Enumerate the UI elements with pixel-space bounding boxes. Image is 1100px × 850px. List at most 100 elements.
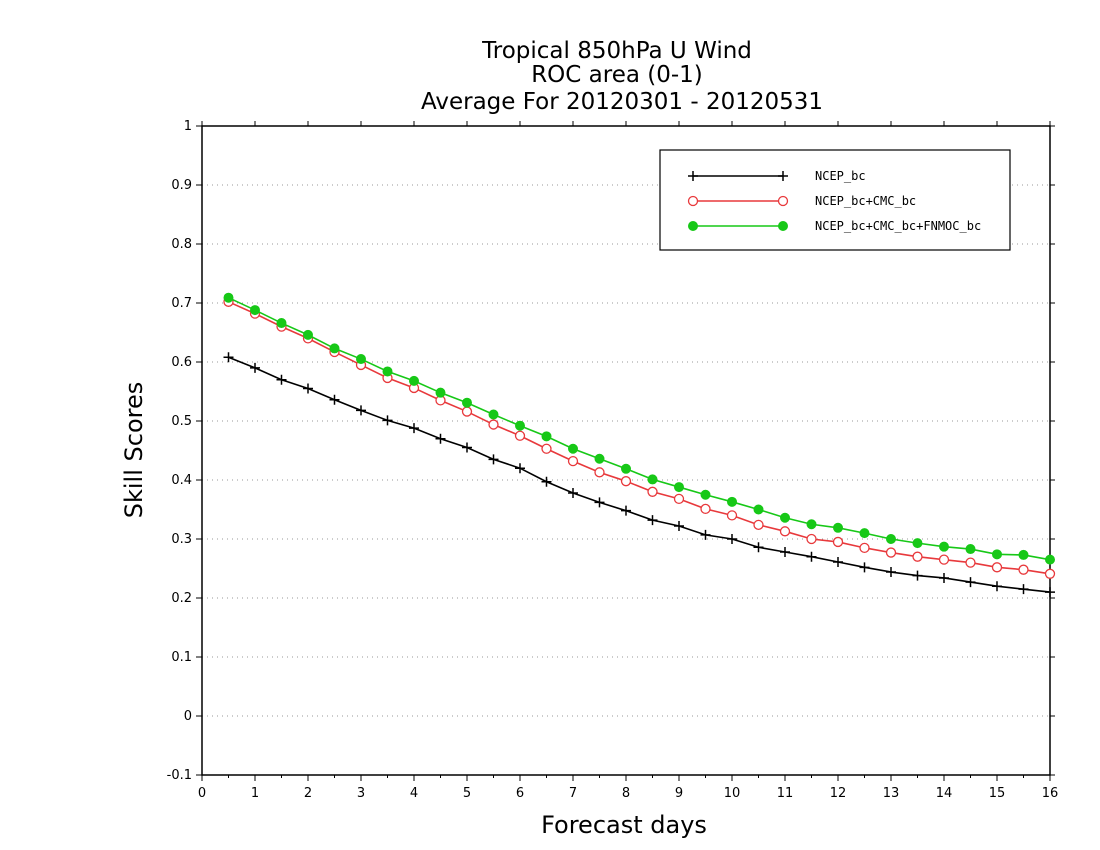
y-tick-label: 0.3: [171, 532, 192, 547]
data-point: [620, 476, 632, 487]
data-point: [726, 510, 738, 521]
data-point: [886, 534, 896, 544]
data-point: [541, 443, 552, 454]
data-point: [541, 476, 552, 487]
data-point: [462, 442, 472, 453]
legend-label: NCEP_bc+CMC_bc+FNMOC_bc: [815, 219, 981, 233]
data-point: [806, 519, 817, 530]
data-point: [1018, 564, 1029, 575]
data-point: [594, 497, 605, 508]
series-2: [223, 296, 1056, 579]
x-tick-label: 13: [883, 786, 900, 801]
data-point: [303, 383, 313, 394]
x-tick-label: 5: [463, 786, 471, 801]
y-axis-label: Skill Scores: [120, 382, 148, 519]
data-point: [515, 463, 525, 474]
chart-title-line-1: Tropical 850hPa U Wind: [481, 38, 752, 64]
data-point: [409, 375, 419, 386]
data-point: [859, 562, 870, 573]
data-point: [779, 526, 791, 537]
legend-marker: [778, 171, 788, 181]
data-point: [700, 503, 711, 515]
data-point: [250, 362, 260, 373]
data-point: [965, 577, 976, 588]
legend: NCEP_bc NCEP_bc+CMC_bc NCEP_bc+CMC_bc+FNMO…: [659, 149, 1011, 251]
data-point: [276, 318, 287, 329]
data-point: [727, 534, 737, 544]
axes: -0.100.10.20.30.40.50.60.70.80.910 1 2 3 4 5 6…: [167, 119, 1059, 801]
legend-marker: [688, 171, 698, 181]
data-point: [885, 547, 897, 558]
series-line: [228, 296, 1051, 561]
data-point: [621, 505, 631, 516]
data-point: [541, 431, 552, 442]
data-point: [276, 374, 287, 385]
legend-marker: [687, 195, 699, 207]
data-point: [488, 419, 499, 430]
y-tick-label: 0.9: [171, 178, 192, 193]
x-tick-label: 4: [410, 786, 418, 801]
x-tick-label: 15: [989, 786, 1006, 801]
data-point: [647, 486, 658, 497]
data-point: [621, 463, 631, 474]
x-tick-label: 10: [724, 786, 741, 801]
legend-marker: [777, 195, 789, 207]
data-point: [462, 397, 472, 408]
series-3: [223, 292, 1055, 565]
y-tick-label: 0.2: [171, 591, 192, 606]
data-point: [409, 423, 419, 434]
data-point: [568, 487, 578, 498]
chart-title-line-2: ROC area (0-1): [531, 62, 703, 88]
data-point: [223, 352, 234, 363]
legend-label: NCEP_bc: [815, 169, 866, 183]
data-point: [939, 541, 949, 552]
y-tick-label: 0.5: [171, 414, 192, 429]
data-point: [594, 467, 605, 478]
data-point: [939, 572, 949, 583]
x-tick-label: 1: [251, 786, 259, 801]
data-point: [356, 354, 366, 365]
data-point: [753, 542, 764, 553]
data-point: [488, 454, 499, 465]
data-point: [488, 409, 499, 420]
data-point: [859, 528, 870, 539]
y-tick-label: -0.1: [167, 768, 192, 783]
data-point: [329, 343, 340, 354]
data-point: [992, 549, 1002, 560]
y-tick-label: 0: [184, 709, 192, 724]
data-point: [912, 551, 923, 562]
data-point: [780, 546, 790, 557]
data-point: [514, 430, 526, 441]
data-point: [991, 562, 1003, 573]
data-point: [833, 557, 843, 568]
data-point: [992, 581, 1002, 592]
data-point: [832, 536, 844, 548]
data-point: [647, 474, 658, 485]
x-tick-label: 6: [516, 786, 524, 801]
x-tick-label: 11: [777, 786, 794, 801]
y-tick-label: 0.1: [171, 650, 192, 665]
y-tick-label: 1: [184, 119, 192, 134]
data-point: [1045, 587, 1055, 598]
data-point: [303, 329, 313, 340]
data-point: [859, 542, 870, 553]
data-point: [753, 504, 764, 515]
data-point: [435, 387, 446, 398]
data-point: [1044, 568, 1056, 579]
gridlines: [202, 184, 1050, 717]
data-point: [1018, 584, 1029, 595]
data-point: [647, 515, 658, 526]
data-point: [938, 554, 950, 565]
chart-title: Tropical 850hPa U Wind ROC area (0-1) Av…: [421, 38, 823, 115]
data-point: [382, 366, 393, 377]
data-point: [567, 455, 579, 467]
y-tick-label: 0.4: [171, 473, 192, 488]
data-point: [886, 567, 896, 578]
data-point: [727, 496, 737, 507]
y-tick-label: 0.7: [171, 296, 192, 311]
data-point: [780, 512, 790, 523]
x-tick-label: 8: [622, 786, 630, 801]
data-point: [700, 529, 711, 540]
data-point: [1018, 549, 1029, 560]
